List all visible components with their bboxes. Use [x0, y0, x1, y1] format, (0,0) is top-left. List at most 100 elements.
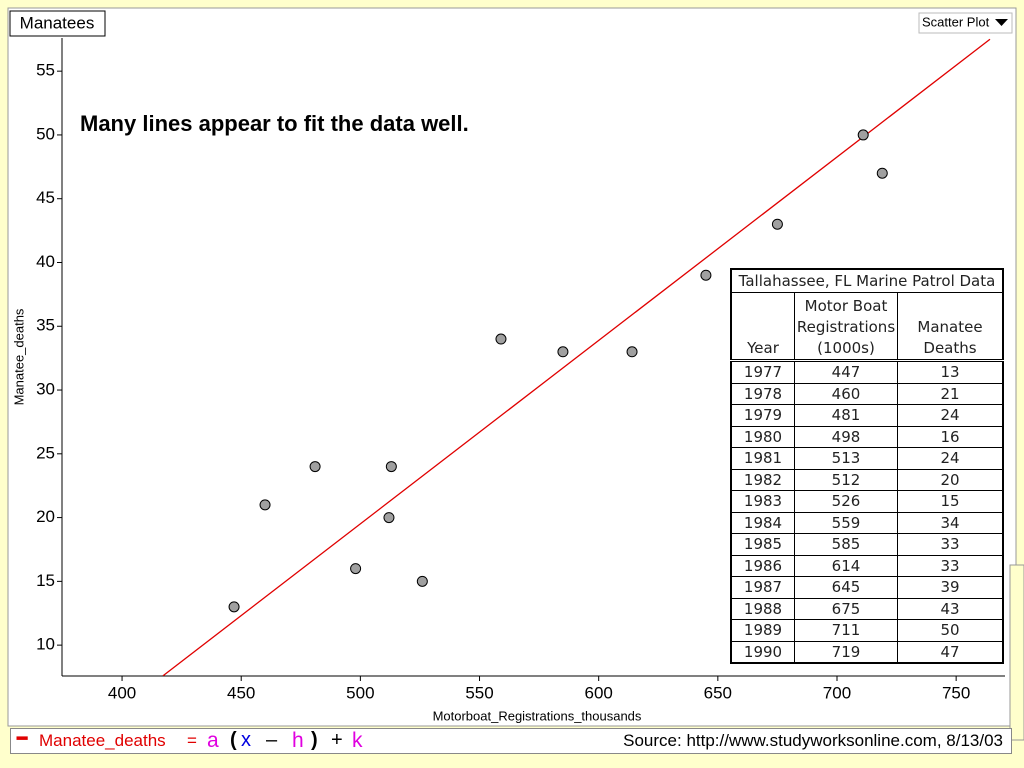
x-tick-label: 400	[108, 683, 136, 702]
table-cell: 13	[897, 360, 1004, 384]
data-point	[259, 499, 271, 511]
line-swatch: ━	[17, 729, 28, 748]
table-cell: 24	[897, 447, 1004, 470]
table-cell: 43	[897, 597, 1004, 620]
table-cell: 1978	[730, 382, 795, 405]
formula-plus: +	[331, 729, 343, 751]
table-cell: 34	[897, 511, 1004, 534]
annotation: Many lines appear to fit the data well.	[80, 111, 469, 136]
table-cell: 1990	[730, 640, 795, 664]
formula-variable: Manatee_deaths	[39, 731, 166, 750]
view-menu[interactable]	[918, 12, 1013, 34]
table-cell: 20	[897, 468, 1004, 491]
dropdown-arrow[interactable]	[995, 19, 1008, 26]
formula-minus: –	[266, 729, 278, 751]
formula-a[interactable]: a	[207, 729, 219, 752]
x-tick-label: 450	[227, 683, 255, 702]
table-cell: 559	[794, 511, 898, 534]
table-cell: 47	[897, 640, 1004, 664]
table-cell: 1979	[730, 404, 795, 427]
table-row: 1982 512 20	[730, 468, 1004, 491]
y-tick-label: 20	[36, 507, 55, 526]
x-tick-label: 650	[704, 683, 732, 702]
table-title: Tallahassee, FL Marine Patrol Data	[730, 268, 1004, 293]
header-line: Manatee	[917, 318, 983, 336]
column-header: Motor Boat Registrations (1000s)	[794, 292, 898, 362]
table-cell: 39	[897, 576, 1004, 599]
table-cell: 1980	[730, 425, 795, 448]
table-header-row: Year Motor Boat Registrations (1000s) Manate…	[730, 292, 1004, 362]
table-cell: 614	[794, 554, 898, 577]
formula-paren: (	[230, 729, 237, 751]
table-cell: 645	[794, 576, 898, 599]
table-cell: 21	[897, 382, 1004, 405]
table-row: 1988 675 43	[730, 597, 1004, 620]
table-cell: 16	[897, 425, 1004, 448]
data-point	[228, 601, 240, 613]
x-tick-label: 500	[346, 683, 374, 702]
table-row: 1983 526 15	[730, 490, 1004, 513]
data-point	[857, 129, 869, 141]
table-cell: 1989	[730, 619, 795, 642]
fit-line	[162, 38, 991, 676]
y-tick-label: 40	[36, 252, 55, 271]
y-axis-label: Manatee_deaths	[11, 308, 26, 405]
y-tick-label: 25	[36, 443, 55, 462]
table-cell: 1977	[730, 360, 795, 384]
table-cell: 675	[794, 597, 898, 620]
data-point	[309, 461, 321, 473]
table-row: 1985 585 33	[730, 533, 1004, 556]
window-title: Manatees	[20, 13, 95, 32]
y-tick-label: 35	[36, 316, 55, 335]
table-cell: 512	[794, 468, 898, 491]
table-row: 1987 645 39	[730, 576, 1004, 599]
x-tick-label: 550	[465, 683, 493, 702]
table-cell: 1982	[730, 468, 795, 491]
header-line: (1000s)	[817, 339, 875, 357]
data-table: Tallahassee, FL Marine Patrol Data Year Mo…	[730, 268, 1004, 664]
column-header: Manatee Deaths	[897, 292, 1004, 362]
table-cell: 50	[897, 619, 1004, 642]
formula-bar: ━ Manatee_deaths = a ( x – h ) + k Sourc…	[10, 728, 1012, 754]
header-line: Registrations	[796, 318, 896, 336]
side-panel	[1009, 564, 1024, 741]
table-row: 1981 513 24	[730, 447, 1004, 470]
table-cell: 585	[794, 533, 898, 556]
table-cell: 498	[794, 425, 898, 448]
y-tick-label: 55	[36, 61, 55, 80]
formula-equals: =	[187, 731, 197, 750]
table-cell: 1985	[730, 533, 795, 556]
table-row: 1979 481 24	[730, 404, 1004, 427]
table-title-row: Tallahassee, FL Marine Patrol Data	[730, 268, 1004, 293]
table-row: 1984 559 34	[730, 511, 1004, 534]
column-header: Year	[730, 292, 795, 362]
table-cell: 711	[794, 619, 898, 642]
view-menu-label[interactable]: Scatter Plot	[922, 14, 990, 29]
formula-x: x	[241, 729, 251, 751]
data-point	[626, 346, 638, 358]
table-cell: 15	[897, 490, 1004, 513]
table-cell: 1981	[730, 447, 795, 470]
data-point	[350, 563, 362, 575]
data-point	[416, 575, 428, 587]
formula-k[interactable]: k	[352, 729, 363, 752]
table-row: 1977 447 13	[730, 360, 1004, 384]
data-point	[876, 167, 888, 179]
table-cell: 526	[794, 490, 898, 513]
table-cell: 481	[794, 404, 898, 427]
table-cell: 1986	[730, 554, 795, 577]
table-row: 1986 614 33	[730, 554, 1004, 577]
formula-h[interactable]: h	[292, 729, 304, 752]
x-axis-label: Motorboat_Registrations_thousands	[433, 708, 642, 723]
table-cell: 33	[897, 533, 1004, 556]
data-point	[557, 346, 569, 358]
plot-area	[162, 38, 991, 676]
header-line: Year	[747, 339, 779, 357]
y-tick-label: 50	[36, 124, 55, 143]
x-tick-label: 600	[584, 683, 612, 702]
table-row: 1989 711 50	[730, 619, 1004, 642]
header-line: Deaths	[923, 339, 977, 357]
data-point	[383, 512, 395, 524]
table-cell: 447	[794, 360, 898, 384]
